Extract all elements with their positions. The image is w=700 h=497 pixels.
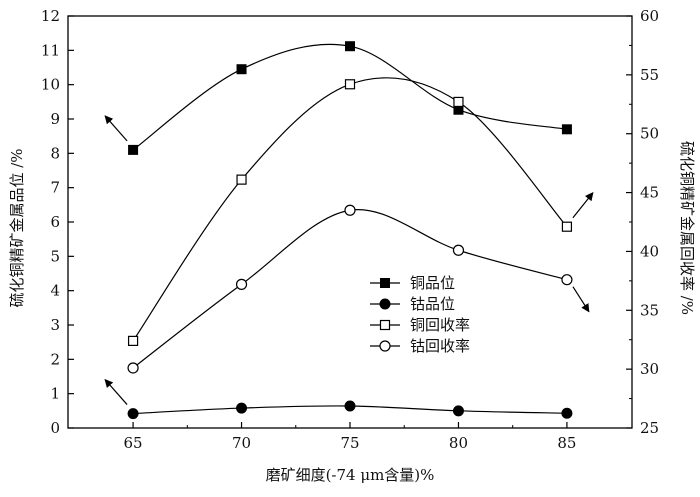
y-left-tick-label: 0 [50, 419, 60, 437]
x-tick-label: 70 [232, 434, 251, 452]
y-left-tick-label: 2 [50, 350, 60, 368]
x-axis-label: 磨矿细度(-74 μm含量)% [266, 466, 435, 484]
legend-label: 钴回收率 [410, 337, 470, 355]
series-4-point [127, 362, 139, 374]
arrow-cu-recovery [572, 192, 594, 219]
series-2-point [344, 400, 356, 412]
arrow-co-grade [104, 378, 128, 405]
y-right-tick-label: 50 [640, 125, 659, 143]
series-2-point [127, 408, 139, 420]
x-tick-label: 80 [449, 434, 468, 452]
series-line-4 [132, 209, 568, 369]
legend-label: 钴品位 [410, 295, 455, 313]
legend-marker [379, 319, 391, 331]
arrow-co-recovery [572, 286, 590, 313]
legend-label: 铜品位 [410, 274, 455, 292]
plot-frame [67, 15, 633, 429]
y-left-tick-label: 6 [50, 213, 60, 231]
series-2-point [452, 405, 464, 417]
y-left-tick-label: 10 [41, 76, 60, 94]
y-right-tick-label: 40 [640, 242, 659, 260]
y-right-tick-label: 45 [640, 184, 659, 202]
y-left-tick-label: 4 [50, 282, 60, 300]
y-left-tick-label: 3 [50, 316, 60, 334]
series-4-point [344, 204, 356, 216]
series-3-point [453, 96, 464, 108]
y-left-tick-label: 8 [50, 144, 60, 162]
arrow-cu-grade [104, 115, 128, 142]
y-right-tick-label: 60 [640, 7, 659, 25]
legend-marker [380, 278, 390, 288]
y-left-tick-label: 1 [50, 385, 60, 403]
series-2-point [236, 402, 248, 414]
legend-label: 铜回收率 [410, 316, 470, 334]
y-left-tick-label: 9 [50, 110, 60, 128]
series-2-point [561, 407, 573, 419]
x-tick-label: 85 [557, 434, 576, 452]
y-right-tick-label: 30 [640, 360, 659, 378]
series-4-point [452, 244, 465, 256]
y-left-tick-label: 11 [41, 41, 60, 59]
y-right-tick-label: 55 [640, 66, 659, 84]
series-1-point [561, 124, 572, 135]
y-axis-label-right: 硫化铜精矿金属回收率 /% [678, 141, 696, 315]
series-3-point [127, 335, 139, 346]
legend-marker [379, 298, 391, 310]
series-1-point [128, 144, 139, 155]
y-axis-label-left: 硫化铜精矿金属品位 /% [8, 148, 26, 307]
y-left-tick-label: 5 [50, 247, 60, 265]
series-3-point [236, 174, 247, 185]
series-1-point [236, 64, 247, 75]
series-4-point [561, 274, 573, 286]
y-right-tick-label: 25 [640, 419, 659, 437]
legend-marker [379, 340, 391, 352]
y-left-tick-label: 7 [50, 179, 60, 197]
x-tick-label: 75 [340, 434, 359, 452]
series-3-point [344, 79, 356, 90]
series-4-point [235, 278, 248, 290]
series-3-point [561, 221, 573, 232]
x-tick-label: 65 [124, 434, 143, 452]
series-line-1 [132, 43, 568, 151]
y-left-tick-label: 12 [41, 7, 60, 25]
series-1-point [345, 41, 355, 52]
y-right-tick-label: 35 [640, 301, 659, 319]
